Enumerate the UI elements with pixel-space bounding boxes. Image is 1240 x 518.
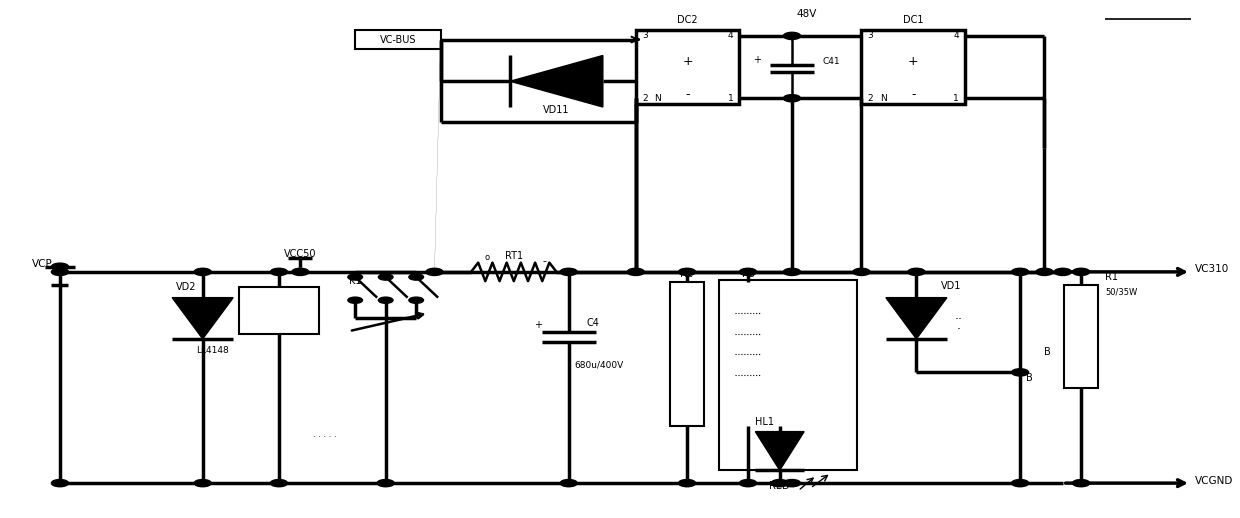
Text: 3: 3 — [642, 32, 647, 40]
Text: DC1: DC1 — [903, 16, 924, 25]
Circle shape — [560, 480, 578, 487]
Text: C4: C4 — [587, 319, 600, 328]
Text: +: + — [754, 54, 761, 65]
Circle shape — [739, 268, 756, 276]
Text: 3: 3 — [868, 32, 873, 40]
Polygon shape — [885, 298, 947, 339]
Text: R1: R1 — [1106, 272, 1118, 282]
Text: N: N — [653, 94, 661, 103]
Circle shape — [409, 297, 424, 304]
Circle shape — [784, 95, 801, 102]
Bar — [239, 287, 319, 334]
Text: 4: 4 — [954, 32, 959, 40]
Text: VCC50: VCC50 — [284, 249, 316, 259]
Text: ..: .. — [955, 309, 963, 322]
Text: 2: 2 — [642, 94, 647, 103]
Text: B: B — [1044, 347, 1050, 357]
Text: RED: RED — [770, 481, 790, 491]
Text: VCP: VCP — [32, 259, 52, 269]
Text: +: + — [682, 55, 693, 68]
Text: VD1: VD1 — [941, 281, 961, 291]
Bar — [862, 30, 965, 105]
Circle shape — [427, 268, 443, 276]
Circle shape — [1073, 480, 1090, 487]
Circle shape — [1035, 268, 1053, 276]
Circle shape — [195, 480, 211, 487]
Polygon shape — [755, 431, 805, 470]
Circle shape — [627, 268, 645, 276]
Circle shape — [784, 268, 801, 276]
Text: DC2: DC2 — [677, 16, 698, 25]
Circle shape — [853, 268, 870, 276]
Text: VCGND: VCGND — [1194, 476, 1233, 485]
Polygon shape — [172, 298, 233, 339]
Text: HL1: HL1 — [755, 418, 774, 427]
Polygon shape — [510, 55, 603, 107]
Text: +: + — [908, 55, 919, 68]
Bar — [730, 282, 765, 426]
Text: 48V: 48V — [796, 9, 817, 19]
Text: VD11: VD11 — [543, 105, 569, 114]
Circle shape — [908, 268, 925, 276]
Text: C41: C41 — [822, 57, 839, 66]
Bar — [1064, 285, 1099, 388]
Text: 2: 2 — [868, 94, 873, 103]
Text: +: + — [534, 320, 542, 330]
Text: .: . — [957, 320, 961, 333]
Text: VC-BUS: VC-BUS — [379, 35, 417, 45]
Bar — [719, 280, 857, 470]
Circle shape — [1012, 268, 1029, 276]
Text: -: - — [911, 88, 915, 100]
Circle shape — [739, 480, 756, 487]
Circle shape — [51, 268, 68, 276]
Circle shape — [784, 480, 801, 487]
Text: VC310: VC310 — [1194, 264, 1229, 275]
Circle shape — [560, 268, 578, 276]
Circle shape — [270, 480, 288, 487]
Circle shape — [1012, 480, 1029, 487]
Text: 680u/400V: 680u/400V — [575, 360, 624, 369]
Text: 1: 1 — [954, 94, 959, 103]
Circle shape — [678, 268, 696, 276]
Circle shape — [378, 297, 393, 304]
Text: -: - — [542, 256, 547, 267]
Text: RT1: RT1 — [505, 251, 523, 262]
Circle shape — [51, 480, 68, 487]
Circle shape — [1054, 268, 1071, 276]
Bar — [670, 282, 704, 426]
Text: K1: K1 — [350, 276, 362, 286]
Circle shape — [377, 480, 394, 487]
Circle shape — [771, 480, 789, 487]
Text: B: B — [1027, 372, 1033, 382]
Circle shape — [270, 268, 288, 276]
Text: R3: R3 — [742, 269, 754, 279]
Text: VD2: VD2 — [176, 282, 197, 292]
Circle shape — [784, 32, 801, 39]
Text: . . . . .: . . . . . — [312, 429, 336, 439]
Text: 4: 4 — [728, 32, 733, 40]
Text: LL4148: LL4148 — [197, 346, 229, 355]
Circle shape — [678, 480, 696, 487]
Circle shape — [291, 268, 309, 276]
Circle shape — [378, 274, 393, 280]
Circle shape — [1012, 369, 1029, 376]
Circle shape — [409, 274, 424, 280]
Circle shape — [348, 274, 362, 280]
Text: R2: R2 — [681, 269, 693, 279]
Circle shape — [195, 268, 211, 276]
Text: 1: 1 — [728, 94, 733, 103]
Circle shape — [1073, 268, 1090, 276]
Text: -: - — [686, 88, 689, 100]
Bar — [355, 30, 440, 49]
Text: o: o — [485, 253, 490, 262]
Circle shape — [51, 263, 68, 270]
Circle shape — [348, 297, 362, 304]
Text: 50/35W: 50/35W — [1106, 288, 1138, 297]
Bar — [636, 30, 739, 105]
Text: N: N — [880, 94, 887, 103]
